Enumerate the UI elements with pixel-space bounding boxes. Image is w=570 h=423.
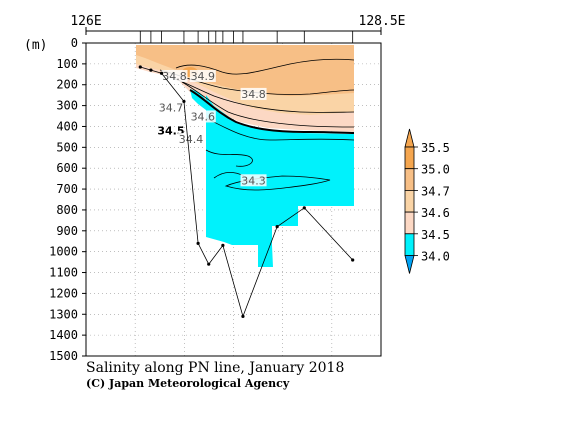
colorbar-cap-top	[404, 128, 415, 148]
contour-label-bg	[189, 69, 216, 82]
contour-34-9	[175, 58, 355, 75]
contour-label-bg	[189, 110, 216, 123]
y-tick-label: 1200	[49, 286, 78, 300]
contour-label: 34.9	[191, 70, 216, 83]
station-marker	[241, 314, 245, 318]
colorbar-segment	[404, 211, 415, 235]
colorbar-label: 34.0	[421, 250, 450, 264]
colorbar-label: 34.6	[421, 206, 450, 220]
contour-label: 34.3	[241, 174, 266, 187]
y-tick-label: 700	[56, 182, 78, 196]
x-tick-label-left: 126E	[70, 14, 101, 29]
contour-34-5	[189, 89, 355, 134]
contour-label-bg	[240, 87, 267, 100]
contour-34-6	[181, 81, 355, 128]
colorbar-segment	[404, 168, 415, 191]
y-tick-label: 1400	[49, 328, 78, 342]
contour-34-7	[167, 75, 355, 113]
y-tick-labels: 0 100 200 300 400 500 600 700 800 900 1000 1100 1200…	[49, 36, 86, 363]
colorbar-label: 34.5	[421, 228, 450, 242]
x-tick-label-right: 128.5E	[359, 14, 406, 29]
colorbar-segment	[404, 189, 415, 213]
colorbar-segment	[404, 146, 415, 170]
y-tick-label: 100	[56, 57, 78, 71]
station-marker	[182, 99, 186, 104]
fill-34-5-deep	[206, 95, 354, 267]
station-marker	[351, 258, 355, 262]
chart-title: Salinity along PN line, January 2018	[86, 360, 344, 376]
y-tick-label: 1500	[49, 349, 78, 363]
colorbar-cap-bottom	[404, 255, 415, 274]
contour-label: 34.8	[241, 88, 266, 101]
station-marker	[196, 241, 200, 245]
colorbar-label: 35.0	[421, 163, 450, 177]
y-tick-label: 500	[56, 140, 78, 154]
station-marker	[159, 71, 164, 75]
contour-label: 34.8	[162, 70, 187, 83]
station-marker	[207, 262, 211, 266]
y-tick-label: 300	[56, 99, 78, 113]
y-tick-label: 900	[56, 224, 78, 238]
station-marker	[149, 68, 153, 72]
contour-label: 34.5	[157, 125, 184, 138]
contour-34-4	[205, 117, 355, 141]
fill-34-5-slope	[190, 89, 206, 110]
credit-text: (C) Japan Meteorological Agency	[86, 377, 290, 390]
bottom-profile	[138, 31, 355, 318]
contour-label-bg	[240, 174, 267, 187]
y-tick-label: 1000	[49, 245, 78, 259]
fill-34-8-layer	[136, 45, 354, 96]
contour-label: 34.6	[191, 110, 216, 123]
y-tick-label: 1300	[49, 307, 78, 321]
y-tick-label: 800	[56, 203, 78, 217]
y-tick-label: 0	[71, 36, 78, 50]
contour-label-bg	[161, 69, 188, 82]
station-marker	[302, 206, 306, 210]
contour-label: 34.7	[159, 102, 184, 115]
y-tick-label: 200	[56, 78, 78, 92]
y-tick-label: 1100	[49, 266, 78, 280]
y-tick-label: 600	[56, 161, 78, 175]
contour-label-bg	[157, 101, 184, 114]
contour-34-4-b	[205, 149, 253, 167]
plot-border	[85, 42, 382, 357]
y-axis-unit-label: (m)	[24, 38, 47, 53]
contour-label-bg	[178, 132, 205, 145]
colorbar-label: 34.7	[421, 184, 450, 198]
station-marker	[138, 65, 142, 69]
contour-label: 34.4	[179, 133, 204, 146]
station-marker	[275, 225, 279, 229]
y-tick-label: 400	[56, 119, 78, 133]
axes	[85, 27, 382, 357]
colorbar-label: 35.5	[421, 141, 450, 155]
colorbar: 35.5 35.0 34.7 34.6 34.5 34.0	[404, 128, 450, 274]
colorbar-segment	[404, 233, 415, 256]
contour-labels: 34.8 34.9 34.8 34.7 34.6 34.534.4 34.3	[157, 69, 267, 187]
station-marker	[221, 243, 225, 248]
